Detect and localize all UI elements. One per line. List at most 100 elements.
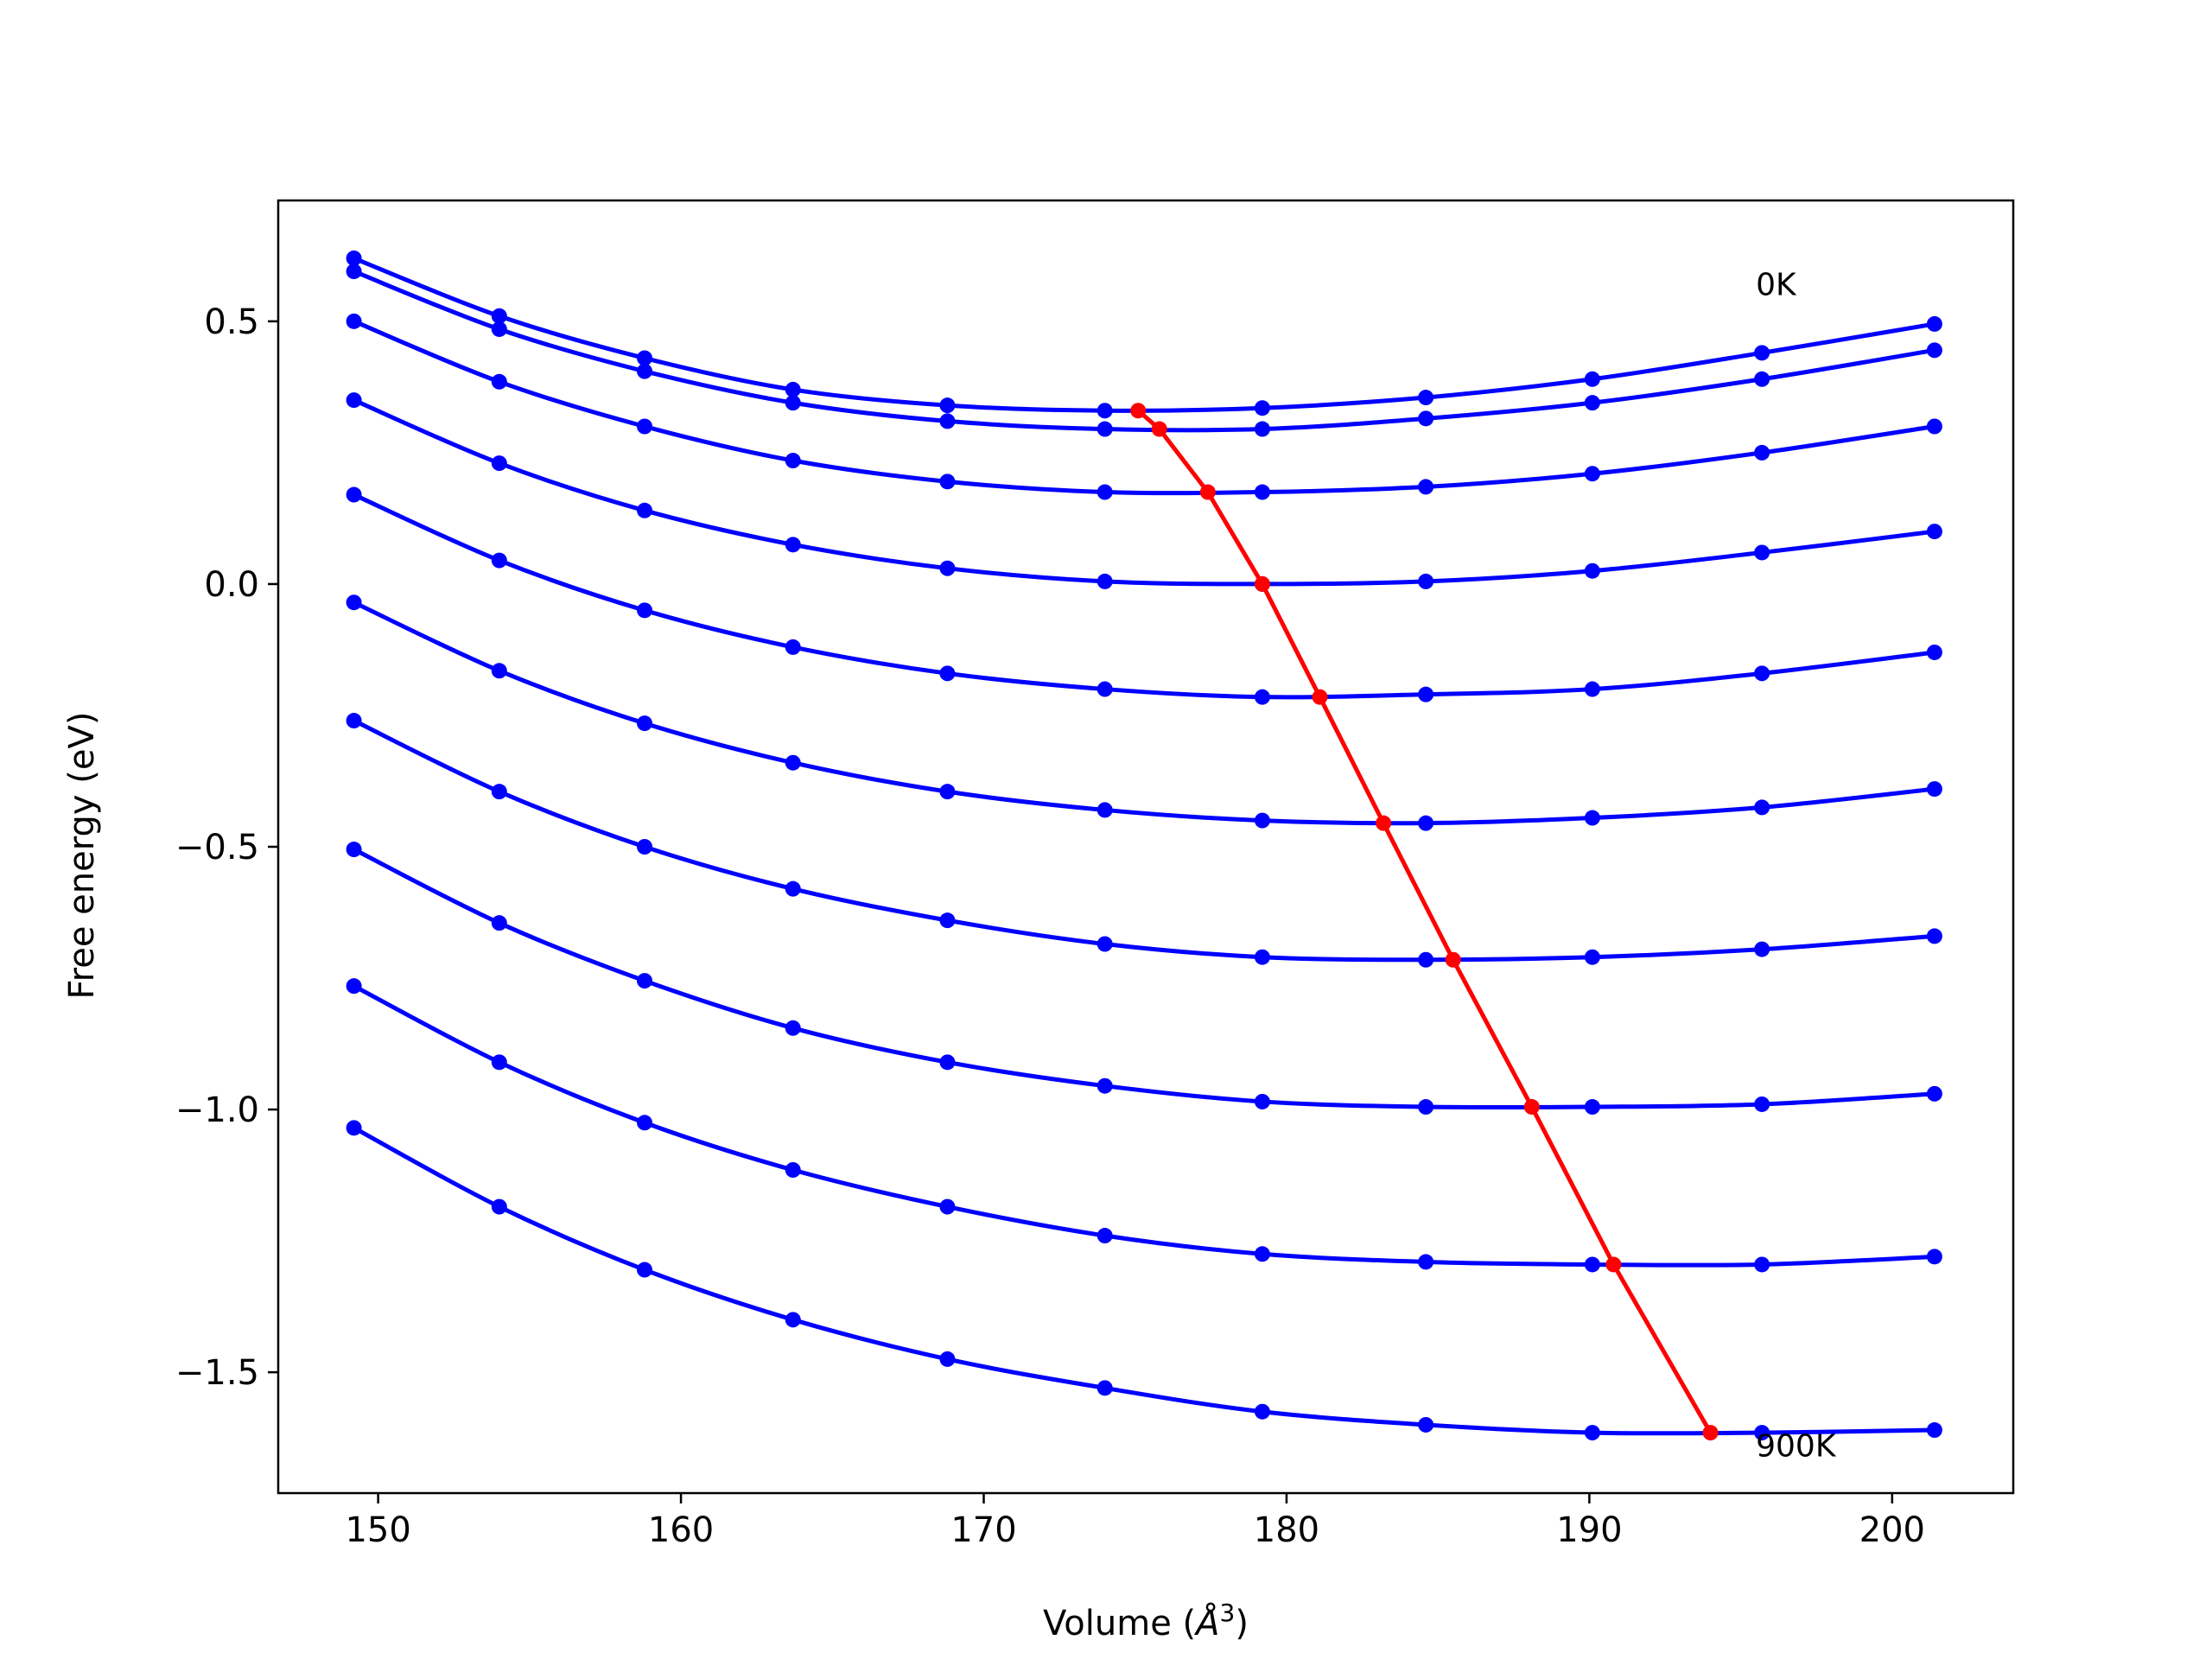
data-point [1254,689,1270,705]
data-point [346,842,362,858]
x-axis-label: Volume (Å3) [1043,1599,1249,1643]
data-point [1096,1077,1113,1094]
data-point [637,502,653,518]
data-point [637,1262,653,1278]
minimum-point [1151,421,1167,437]
data-point [1096,1380,1113,1396]
data-point [939,1054,956,1071]
x-axis-label-symbol: Å [1193,1602,1219,1643]
data-point [346,978,362,995]
data-point [1926,1085,1942,1102]
x-axis-label-text: Volume ( [1043,1604,1196,1643]
minimum-point [1605,1256,1622,1273]
series-8 [346,842,1942,1116]
data-point [1096,403,1113,419]
data-point [785,1020,801,1036]
data-point [1418,951,1434,968]
data-point [785,395,801,411]
data-point [1754,799,1770,816]
x-tick-label: 150 [345,1510,410,1550]
minimum-point [1376,815,1392,831]
data-point [1096,484,1113,500]
data-point [491,373,507,390]
minimum-point [1312,689,1328,705]
data-point [939,1198,956,1215]
x-tick-label: 170 [950,1510,1016,1550]
data-point [1254,421,1270,437]
data-point [491,663,507,679]
data-point [637,1115,653,1131]
data-point [1584,1099,1600,1116]
data-point [1254,949,1270,965]
x-axis-label-close: ) [1235,1604,1249,1643]
data-point [939,397,956,414]
data-point [1754,1425,1770,1441]
minimum-point [1445,951,1461,968]
minimum-point [1130,403,1147,419]
data-point [785,537,801,553]
data-point [1418,686,1434,702]
data-point [939,784,956,800]
data-point [346,594,362,611]
data-point [939,1351,956,1367]
data-point [491,308,507,324]
data-point [491,915,507,931]
data-point [1754,444,1770,461]
minimum-curve-layer [1130,403,1719,1441]
x-tick-label: 190 [1556,1510,1622,1550]
data-point [1926,315,1942,332]
y-axis: 0.5 0.0 −0.5 −1.0 −1.5 [175,302,278,1393]
annotation-label: 0K [1756,267,1797,302]
data-point [1254,400,1270,416]
data-point [346,264,362,280]
minimum-point [1523,1099,1540,1116]
data-point [1584,949,1600,965]
data-point [637,715,653,732]
data-point [1926,928,1942,944]
series-3 [346,313,1942,500]
data-point [785,1312,801,1328]
data-point [346,1120,362,1136]
y-tick-label: 0.5 [204,302,259,342]
minimum-curve-line [1136,409,1713,1434]
data-point [785,381,801,397]
data-point [346,713,362,729]
data-point [1418,573,1434,589]
data-point [939,474,956,490]
data-point [637,418,653,435]
data-point [491,784,507,800]
data-point [1754,371,1770,387]
data-point [939,413,956,429]
data-point [939,912,956,929]
data-point [1926,418,1942,435]
data-point [1418,479,1434,495]
x-tick-label: 180 [1254,1510,1319,1550]
data-point [1926,781,1942,798]
data-point [1584,563,1600,579]
minimum-point [1702,1425,1719,1441]
data-point [1096,681,1113,697]
data-point [1254,484,1270,500]
data-point [785,1162,801,1178]
data-point [1584,371,1600,387]
x-axis: 150 160 170 180 190 200 [345,1493,1925,1550]
y-axis-label: Free energy (eV) [62,712,102,1000]
data-point [346,392,362,409]
data-point [1926,342,1942,359]
data-point [1418,1416,1434,1433]
series-10 [346,1120,1942,1441]
data-point [1418,1254,1434,1270]
data-point [346,486,362,503]
data-point [1584,466,1600,482]
data-point [1926,1422,1942,1439]
annotations: 0K 900K [1756,267,1837,1464]
data-point [637,839,653,855]
data-point [1418,410,1434,427]
data-point [785,453,801,469]
data-point [346,250,362,266]
data-point [1254,1093,1270,1109]
annotation-label: 900K [1756,1428,1837,1464]
data-point [637,973,653,989]
series-6 [346,594,1942,831]
data-point [1754,544,1770,561]
